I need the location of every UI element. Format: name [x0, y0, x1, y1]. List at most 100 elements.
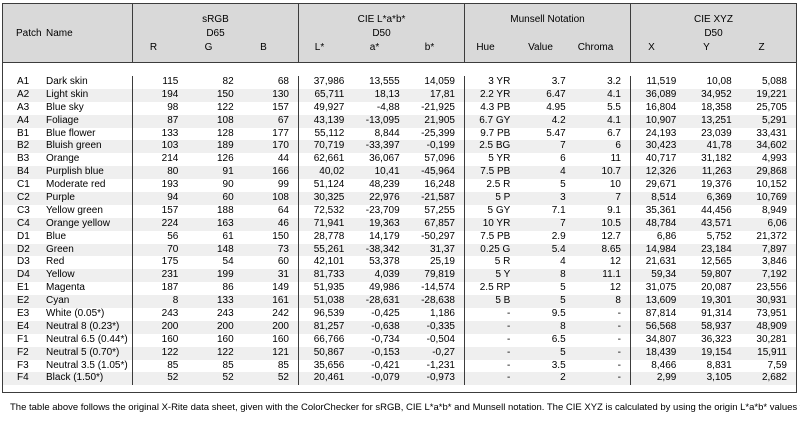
- value-cell: 157: [132, 204, 187, 218]
- value-cell: 150: [216, 88, 234, 100]
- patch-id-cell: C4: [17, 217, 30, 229]
- value-cell: 7.5 PB: [463, 166, 519, 180]
- value-cell: 103: [132, 140, 187, 154]
- patch-name-cell: Neutral 8 (0.23*): [46, 320, 120, 332]
- value-cell: 86: [222, 282, 234, 294]
- value-cell: 31,182: [701, 153, 732, 165]
- value-cell: 51,038: [297, 295, 353, 309]
- patch-id-cell: E1: [17, 282, 30, 294]
- value-cell: 56,568: [629, 320, 685, 334]
- value-cell: 87,814: [629, 308, 685, 321]
- header-group-ciexyz: CIE XYZ D50 X Y Z: [630, 4, 796, 62]
- value-cell: 64: [277, 204, 289, 216]
- value-cell: 170: [272, 140, 289, 152]
- value-cell: -21,587: [421, 192, 455, 204]
- value-cell: 160: [272, 333, 289, 345]
- value-cell: 5,088: [761, 76, 787, 87]
- value-cell: 187: [132, 282, 187, 296]
- patch-name-cell: Light skin: [46, 88, 89, 100]
- value-cell: 6: [615, 140, 621, 152]
- value-cell: 5: [560, 179, 566, 191]
- value-cell: 7,192: [761, 269, 787, 281]
- value-cell: 21,631: [629, 256, 685, 270]
- value-cell: 13,251: [701, 114, 732, 126]
- value-cell: 3: [560, 192, 566, 204]
- value-cell: 85: [132, 359, 187, 373]
- value-cell: 44,456: [701, 204, 732, 216]
- value-cell: 5,752: [706, 230, 732, 242]
- patch-name-cell: Magenta: [46, 282, 85, 294]
- value-cell: 150: [272, 230, 289, 242]
- group-title-cielab: CIE L*a*b*: [357, 14, 406, 25]
- value-cell: 193: [132, 179, 187, 193]
- value-cell: 194: [132, 88, 187, 102]
- value-cell: 18,439: [629, 346, 685, 360]
- value-cell: -: [463, 346, 519, 360]
- value-cell: 2,99: [629, 372, 685, 386]
- value-cell: 14,179: [369, 230, 400, 242]
- value-cell: 7: [560, 140, 566, 152]
- value-cell: 7: [615, 192, 621, 204]
- subcolumns-srgb: R G B: [133, 41, 298, 55]
- value-cell: -: [617, 346, 621, 358]
- value-cell: 29,671: [629, 179, 685, 193]
- value-cell: 48,239: [369, 179, 400, 191]
- patch-name-cell: Blue: [46, 230, 67, 242]
- value-cell: 8: [560, 320, 566, 332]
- table-row: B1 Blue flower 133 128 177 55,112 8,844 -25,399…: [3, 127, 796, 141]
- value-cell: 10,152: [756, 179, 787, 191]
- value-cell: 60: [277, 256, 289, 268]
- value-cell: -28,638: [421, 295, 455, 307]
- value-cell: 80: [132, 166, 187, 180]
- table-row: C3 Yellow green 157 188 64 72,532 -23,709 57,25…: [3, 204, 796, 218]
- value-cell: 2.2 YR: [463, 88, 519, 102]
- value-cell: 3,105: [706, 372, 732, 384]
- value-cell: 6.7 GY: [463, 114, 519, 128]
- table-row: E4 Neutral 8 (0.23*) 200 200 200 81,257 -0,638…: [3, 320, 796, 334]
- value-cell: 160: [132, 333, 187, 347]
- column-header-x: X: [648, 42, 655, 53]
- column-header-bstar: b*: [424, 42, 435, 53]
- value-cell: 10.7: [601, 166, 621, 178]
- value-cell: 54: [222, 256, 234, 268]
- value-cell: 11,519: [629, 76, 685, 89]
- value-cell: 4: [560, 166, 566, 178]
- subcolumns-ciexyz: X Y Z: [631, 41, 796, 55]
- table-row: D1 Blue 56 61 150 28,778 14,179 -50,297 7.5 PB 2.…: [3, 230, 796, 244]
- header-gap-row: [3, 63, 796, 76]
- value-cell: 200: [216, 320, 234, 332]
- value-cell: 19,376: [701, 179, 732, 191]
- table-row: E3 White (0.05*) 243 243 242 96,539 -0,425 1,18…: [3, 308, 796, 321]
- value-cell: 126: [216, 153, 234, 165]
- value-cell: 121: [272, 346, 289, 358]
- value-cell: 7,59: [767, 359, 787, 371]
- value-cell: 30,281: [756, 333, 787, 345]
- value-cell: -0,425: [371, 308, 400, 320]
- column-header-r: R: [149, 42, 158, 53]
- value-cell: 71,941: [297, 217, 353, 231]
- value-cell: 0.25 G: [463, 243, 519, 257]
- value-cell: 6.5: [551, 333, 566, 345]
- value-cell: 15,911: [757, 346, 787, 358]
- patch-id-cell: D3: [17, 256, 30, 268]
- value-cell: 65,711: [297, 88, 353, 102]
- column-header-value: Value: [528, 42, 553, 53]
- patch-id-cell: A1: [17, 76, 30, 87]
- value-cell: 133: [216, 295, 234, 307]
- value-cell: 62,661: [297, 153, 353, 167]
- value-cell: 2,682: [761, 372, 787, 384]
- value-cell: 16,248: [424, 179, 455, 191]
- value-cell: 6,369: [706, 192, 732, 204]
- value-cell: 188: [216, 204, 234, 216]
- value-cell: 48,909: [756, 320, 787, 332]
- value-cell: 85: [277, 359, 289, 371]
- patch-name-cell: Purple: [46, 192, 75, 204]
- patch-id-cell: F3: [17, 359, 29, 371]
- value-cell: 4.1: [607, 114, 621, 126]
- value-cell: 5 B: [463, 295, 519, 309]
- value-cell: 19,363: [369, 217, 400, 229]
- patch-name-cell: Cyan: [46, 295, 70, 307]
- value-cell: 87: [132, 114, 187, 128]
- patch-name-cell: Blue flower: [46, 127, 96, 139]
- patch-name-cell: Purplish blue: [46, 166, 104, 178]
